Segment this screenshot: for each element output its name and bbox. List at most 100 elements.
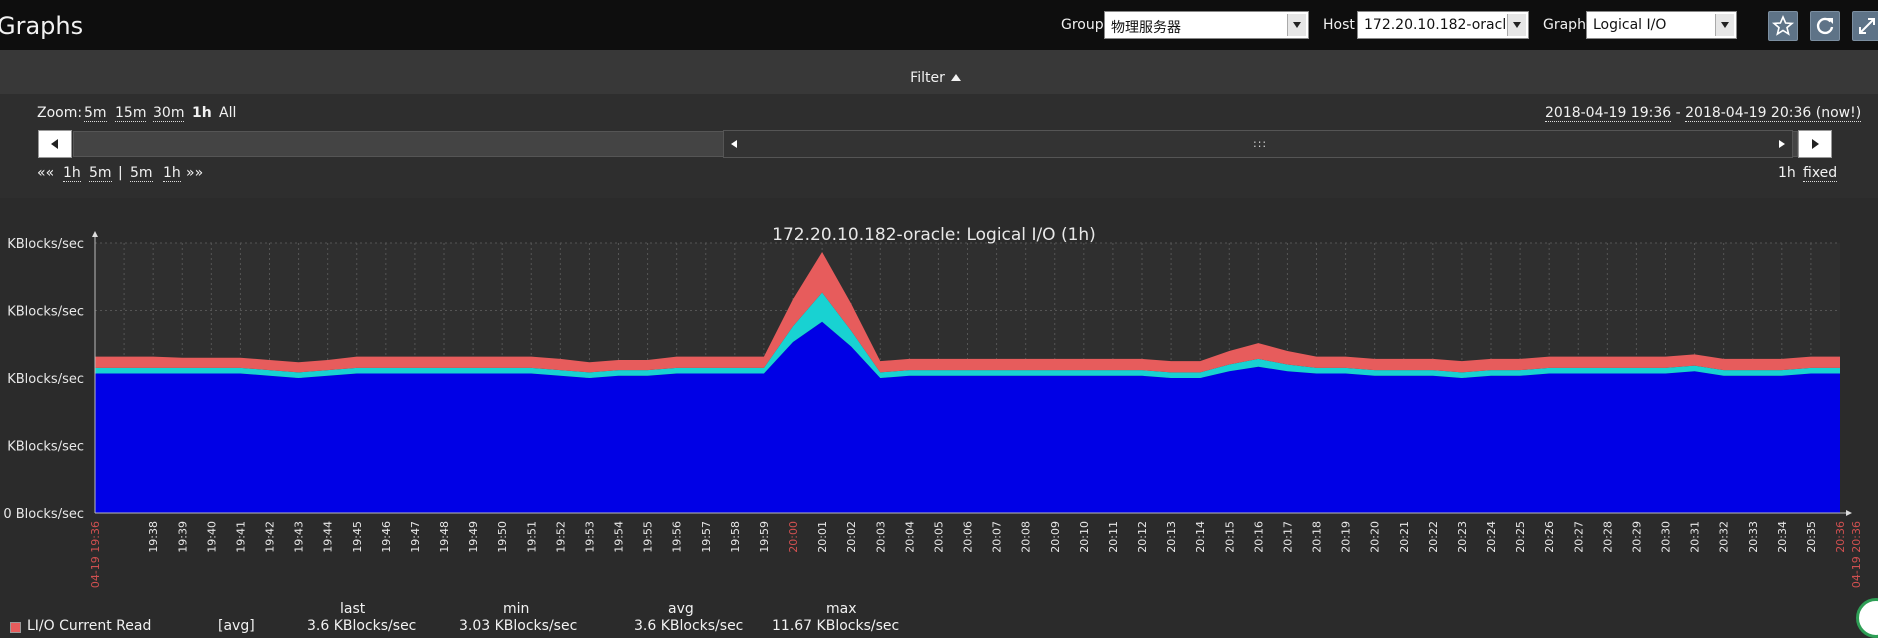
timeline-handle[interactable]: ::: [723,130,1793,158]
legend-header-last: last [340,601,366,617]
host-label: Host [1323,17,1355,33]
fullscreen-button[interactable] [1852,11,1878,41]
chevron-right-icon [1779,140,1785,148]
x-tick-label: 20:06 [962,521,975,553]
chevron-down-icon [1507,14,1526,36]
x-tick-label: 19:42 [264,521,277,553]
x-tick-label: 19:55 [642,521,655,553]
x-tick-label: 20:02 [845,521,858,553]
x-tick-label: 20:07 [991,521,1004,553]
x-axis-arrow [1846,510,1852,516]
x-tick-label: 19:51 [525,521,538,553]
legend-header-avg: avg [668,601,694,617]
x-tick-label: 20:13 [1165,521,1178,553]
host-select[interactable]: 172.20.10.182-oracle [1357,11,1529,39]
x-tick-label: 19:58 [729,521,742,553]
zoom-5m[interactable]: 5m [84,105,107,122]
x-tick-label: 20:11 [1107,521,1120,553]
scroll-right-button[interactable] [1798,130,1832,158]
legend-item-min: 3.03 KBlocks/sec [459,618,578,634]
area-series-read [95,321,1840,513]
chevron-up-icon [950,74,961,81]
y-axis: KBlocks/sec KBlocks/sec KBlocks/sec KBlocks… [3,231,98,522]
chevron-left-icon [51,139,58,149]
zoom-15m[interactable]: 15m [115,105,147,122]
x-tick-label: 20:10 [1078,521,1091,553]
y-tick-label: 0 Blocks/sec [3,507,84,522]
x-tick-label: 19:59 [758,521,771,553]
x-tick-label: 19:54 [613,521,626,553]
chevron-down-icon [1287,14,1306,36]
graph-select[interactable]: Logical I/O [1586,11,1737,39]
favourite-button[interactable] [1768,11,1798,41]
x-tick-label: 20:23 [1456,521,1469,553]
period-separator: - [1671,105,1686,121]
refresh-button[interactable] [1810,11,1840,41]
nav-fwd-fast[interactable]: »» [186,165,204,181]
graph-select-value: Logical I/O [1593,17,1667,33]
zoom-all[interactable]: All [219,105,237,121]
legend-item-name: LI/O Current Read [27,618,152,634]
x-tick-label: 19:52 [554,521,567,553]
nav-fwd-5m[interactable]: 5m [130,165,153,182]
filter-tab-label: Filter [910,70,945,86]
x-tick-label: 20:08 [1020,521,1033,553]
y-axis-arrow [92,231,98,237]
x-tick-label: 20:34 [1776,521,1789,553]
period-from[interactable]: 2018-04-19 19:36 [1545,105,1672,122]
time-period: 2018-04-19 19:36 - 2018-04-19 20:36 (now… [1545,105,1862,122]
x-tick-label: 20:28 [1601,521,1614,553]
x-tick-label: 20:17 [1281,521,1294,553]
y-tick-label: KBlocks/sec [7,372,84,387]
area-series-red [95,252,1840,373]
period-length: 1h [1778,165,1796,181]
x-tick-label: 20:12 [1136,521,1149,553]
graph-chart: KBlocks/sec KBlocks/sec KBlocks/sec KBlocks… [3,225,1863,588]
x-tick-label: 20:36 [1834,521,1847,553]
x-tick-label: 19:39 [176,521,189,553]
x-axis: 04-19 19:36 19:38 19:39 19:40 19:41 19:42 19:4… [89,510,1863,588]
x-tick-label: 19:44 [322,521,335,553]
x-tick-label: 20:31 [1689,521,1702,553]
fixed-toggle[interactable]: fixed [1803,165,1838,182]
filter-toggle[interactable]: Filter [877,64,994,94]
group-select[interactable]: 物理服务器 [1104,11,1309,39]
x-tick-label: 19:50 [496,521,509,553]
x-tick-label: 19:43 [293,521,306,553]
refresh-icon [1816,17,1834,35]
legend-header-min: min [503,601,530,617]
x-tick-label: 20:26 [1543,521,1556,553]
nav-back-5m[interactable]: 5m [89,165,112,182]
x-tick-label: 20:00 [787,521,800,553]
x-tick-label: 19:49 [467,521,480,553]
zoom-1h[interactable]: 1h [192,105,212,121]
y-tick-label: KBlocks/sec [7,305,84,320]
x-tick-label: 20:03 [874,521,887,553]
legend-item-last: 3.6 KBlocks/sec [307,618,417,634]
x-tick-label: 20:20 [1369,521,1382,553]
zoom-30m[interactable]: 30m [153,105,185,122]
chevron-left-icon [731,140,737,148]
y-tick-label: KBlocks/sec [7,237,84,252]
legend-item-func: [avg] [218,618,255,634]
zoom-label: Zoom: [37,105,83,121]
period-to[interactable]: 2018-04-19 20:36 (now!) [1685,105,1862,122]
x-tick-label: 20:21 [1398,521,1411,553]
nav-back-fast[interactable]: «« [37,165,55,181]
x-tick-label: 20:33 [1747,521,1760,553]
legend-item-max: 11.67 KBlocks/sec [772,618,900,634]
scroll-left-button[interactable] [38,130,72,158]
legend-swatch [10,622,21,633]
nav-back-1h[interactable]: 1h [63,165,81,182]
x-tick-label: 20:04 [903,521,916,553]
fullscreen-icon [1859,18,1875,34]
x-tick-label: 20:15 [1223,521,1236,553]
host-select-value: 172.20.10.182-oracle [1364,17,1515,33]
nav-fwd-1h[interactable]: 1h [163,165,181,182]
x-tick-label: 20:05 [932,521,945,553]
x-tick-label: 20:09 [1049,521,1062,553]
x-tick-label: 20:29 [1630,521,1643,553]
x-tick-label: 20:32 [1718,521,1731,553]
x-tick-label: 20:22 [1427,521,1440,553]
x-tick-label: 20:19 [1340,521,1353,553]
